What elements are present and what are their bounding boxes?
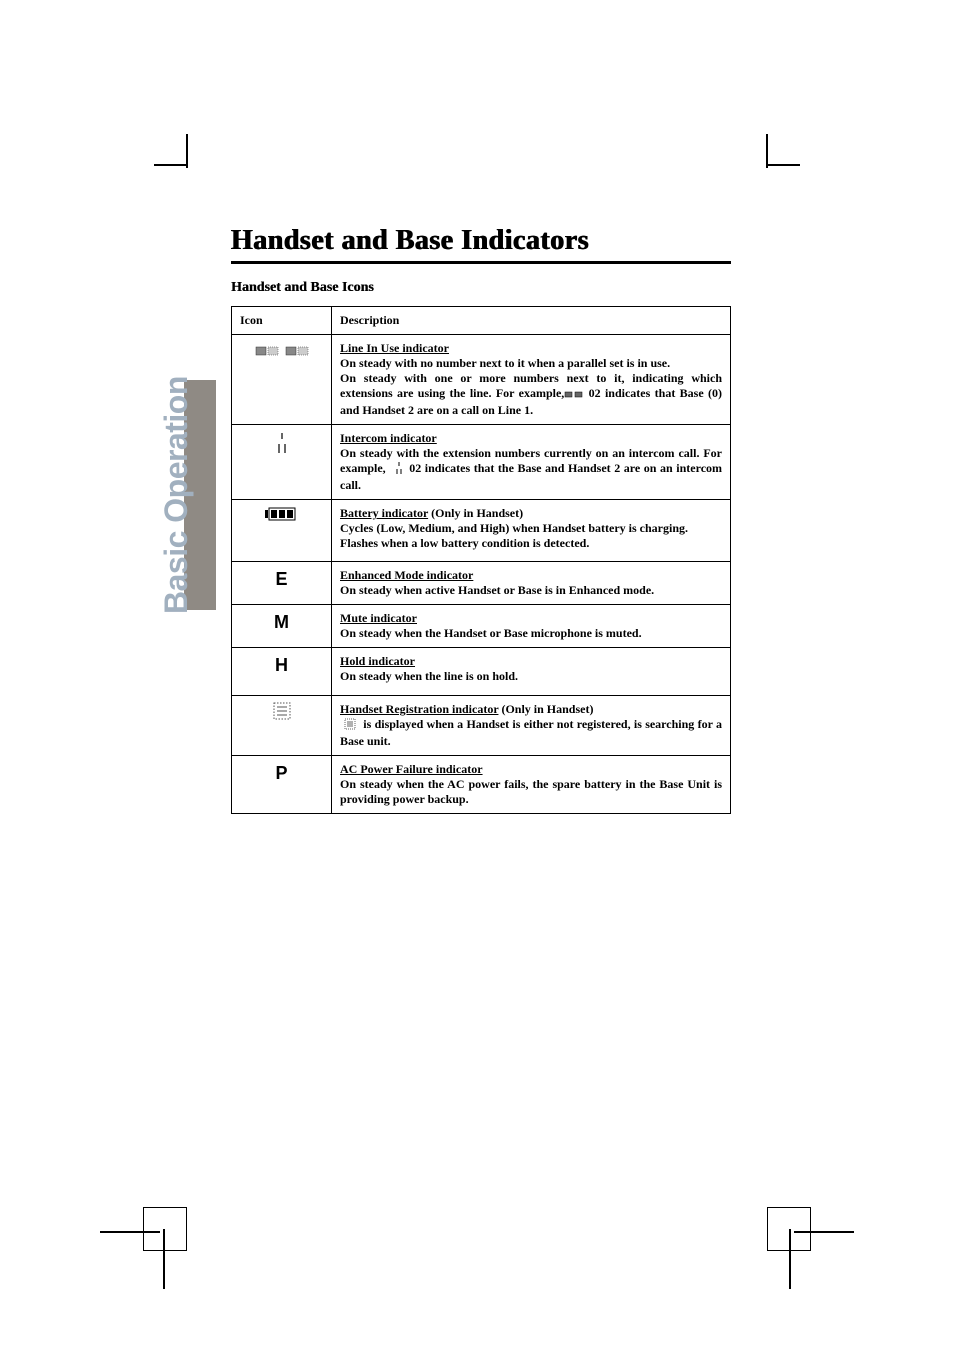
col-description-header: Description: [332, 307, 731, 335]
sidebar-section-label: Basic Operation: [158, 370, 194, 620]
table-row: PAC Power Failure indicatorOn steady whe…: [232, 756, 731, 814]
description-cell: Battery indicator (Only in Handset)Cycle…: [332, 500, 731, 562]
crop-mark: [154, 164, 186, 166]
crop-mark: [789, 1229, 791, 1289]
table-row: Battery indicator (Only in Handset)Cycle…: [232, 500, 731, 562]
col-icon-header: Icon: [232, 307, 332, 335]
section-subtitle: Handset and Base Icons: [231, 280, 731, 296]
indicators-table: Icon Description Line In Use indicatorOn…: [231, 306, 731, 814]
description-cell: Mute indicatorOn steady when the Handset…: [332, 605, 731, 648]
mute-icon: M: [232, 605, 332, 648]
description-cell: Line In Use indicatorOn steady with no n…: [332, 335, 731, 425]
description-cell: Intercom indicatorOn steady with the ext…: [332, 425, 731, 500]
crop-mark: [163, 1229, 165, 1289]
table-row: MMute indicatorOn steady when the Handse…: [232, 605, 731, 648]
line-in-use-icon: [232, 335, 332, 425]
crop-mark: [186, 134, 188, 168]
table-row: Line In Use indicatorOn steady with no n…: [232, 335, 731, 425]
table-row: Intercom indicatorOn steady with the ext…: [232, 425, 731, 500]
table-row: Handset Registration indicator (Only in …: [232, 696, 731, 756]
table-header-row: Icon Description: [232, 307, 731, 335]
crop-mark: [143, 1207, 187, 1251]
description-cell: AC Power Failure indicatorOn steady when…: [332, 756, 731, 814]
crop-mark: [794, 1231, 854, 1233]
intercom-icon: [232, 425, 332, 500]
battery-icon: [232, 500, 332, 562]
content-area: Handset and Base Indicators Handset and …: [231, 225, 731, 814]
crop-mark: [100, 1231, 160, 1233]
crop-mark: [768, 164, 800, 166]
description-cell: Handset Registration indicator (Only in …: [332, 696, 731, 756]
table-row: EEnhanced Mode indicatorOn steady when a…: [232, 562, 731, 605]
table-row: HHold indicatorOn steady when the line i…: [232, 648, 731, 696]
title-rule: [231, 261, 731, 264]
enhanced-icon: E: [232, 562, 332, 605]
registration-icon: [232, 696, 332, 756]
crop-mark: [766, 134, 768, 168]
page-title: Handset and Base Indicators: [231, 225, 731, 257]
description-cell: Enhanced Mode indicatorOn steady when ac…: [332, 562, 731, 605]
page-root: Basic Operation Handset and Base Indicat…: [0, 0, 954, 1351]
description-cell: Hold indicatorOn steady when the line is…: [332, 648, 731, 696]
hold-icon: H: [232, 648, 332, 696]
power-icon: P: [232, 756, 332, 814]
